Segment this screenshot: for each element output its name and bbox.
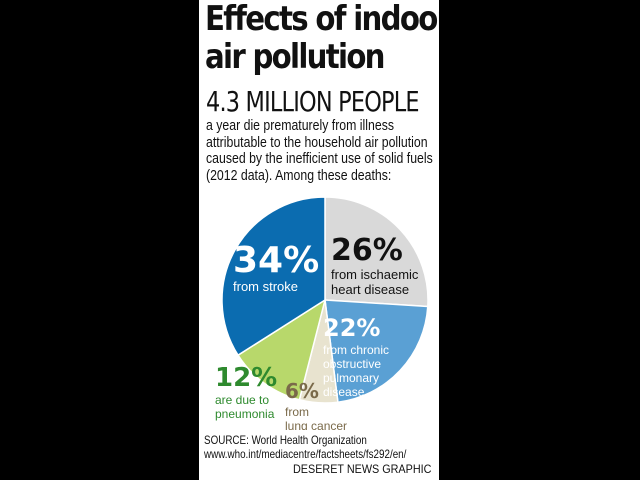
blurb: a year die prematurely from illness attr…: [206, 117, 436, 184]
slice-description-label: pneumonia: [215, 407, 275, 421]
slice-description-label: disease: [323, 385, 365, 399]
source-line: SOURCE: World Health Organization: [204, 433, 367, 447]
slice-description-label: from ischaemic: [331, 267, 419, 282]
slice-description-label: from: [285, 405, 309, 419]
slice-percent-label: 34%: [233, 240, 319, 281]
blurb-line: caused by the inefficient use of solid f…: [206, 150, 433, 167]
graphic-credit: DESERET NEWS GRAPHIC: [293, 462, 432, 476]
slice-percent-label: 6%: [285, 379, 319, 403]
pie-slice: [324, 299, 429, 404]
slice-percent-label: 26%: [331, 233, 403, 268]
slice-description-label: lung cancer: [285, 419, 347, 430]
infographic-panel: Effects of indoor air pollution 4.3 MILL…: [199, 0, 439, 480]
source-note: SOURCE: World Health Organization www.wh…: [204, 433, 406, 461]
pie-slice: [236, 298, 327, 401]
slice-description-label: heart disease: [331, 282, 409, 297]
blurb-line: attributable to the household air pollut…: [206, 133, 428, 151]
pie-slice: [221, 196, 326, 357]
blurb-line: a year die prematurely from illness: [206, 117, 394, 134]
slice-description-label: pulmonary: [323, 371, 379, 385]
slice-percent-label: 22%: [323, 314, 380, 342]
slice-description-label: from stroke: [233, 279, 298, 294]
title-line-1: Effects of indoor: [205, 0, 439, 39]
slice-description-label: from chronic: [323, 343, 389, 357]
page-title: Effects of indoor air pollution: [205, 0, 439, 77]
blurb-line: (2012 data). Among these deaths:: [206, 166, 392, 184]
slice-percent-label: 12%: [215, 363, 277, 393]
title-line-2: air pollution: [205, 37, 386, 77]
slice-description-label: are due to: [215, 393, 269, 407]
headline: 4.3 MILLION PEOPLE: [206, 85, 420, 118]
slice-description-label: obstructive: [323, 357, 381, 371]
source-url: www.who.int/mediacentre/factsheets/fs292…: [204, 447, 407, 461]
pie-slice: [324, 196, 429, 308]
